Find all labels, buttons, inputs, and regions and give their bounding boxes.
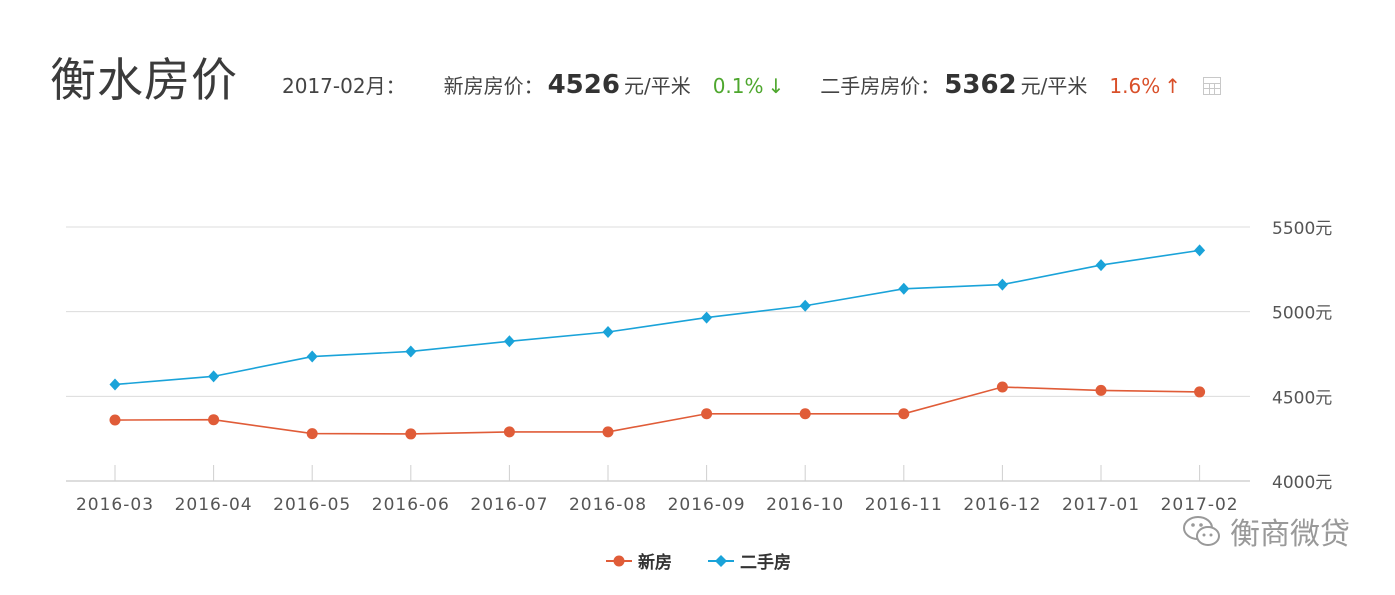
x-tick-label: 2017-01 [1062,495,1140,515]
watermark-text: 衡商微贷 [1230,517,1350,552]
header: 衡水房价 2017-02月： 新房房价： 4526 元/平米 0.1% ↓ 二手… [0,0,1395,130]
y-tick-label: 5500元 [1272,219,1332,239]
data-point[interactable] [503,335,515,348]
series-used [109,244,1206,391]
period-label: 2017-02月： [282,74,406,98]
data-point[interactable] [799,408,811,420]
x-tick-label: 2016-04 [175,495,253,515]
legend-label-used: 二手房 [739,553,791,573]
x-tick-label: 2016-09 [668,495,746,515]
calculator-icon[interactable] [1202,77,1221,95]
series-new [109,381,1206,440]
y-tick-label: 4000元 [1272,473,1332,493]
x-tick-label: 2016-06 [372,495,450,515]
series-line [114,386,1200,435]
series-line [114,249,1200,386]
data-point[interactable] [109,378,121,391]
used-price-value: 5362 [944,70,1017,100]
x-tick-label: 2016-05 [273,495,351,515]
diamond-marker-icon [707,554,734,567]
x-tick-label: 2016-07 [470,495,548,515]
x-tick-label: 2017-02 [1161,495,1239,515]
used-price-unit: 元/平米 [1020,74,1088,98]
legend-item-new[interactable]: 新房 [604,548,672,573]
data-point[interactable] [405,345,417,358]
data-point[interactable] [1095,384,1107,396]
x-tick-label: 2016-03 [76,495,154,515]
data-point[interactable] [1194,244,1206,257]
series-group [109,244,1206,440]
data-point[interactable] [701,408,713,420]
data-point[interactable] [208,370,220,383]
down-arrow-icon: ↓ [767,74,785,98]
data-point[interactable] [1194,386,1206,398]
data-point[interactable] [799,299,811,312]
x-axis: 2016-03 2016-04 2016-05 2016-06 2016-07 2016-… [76,465,1239,515]
x-tick-label: 2016-11 [865,495,943,515]
new-price-label: 新房房价： [443,74,544,98]
data-point[interactable] [996,381,1008,393]
data-point[interactable] [306,350,318,363]
wechat-icon [1183,516,1220,546]
data-point[interactable] [405,428,417,440]
y-tick-label: 4500元 [1272,388,1332,408]
data-point[interactable] [898,408,910,420]
data-point[interactable] [503,426,515,438]
circle-marker-icon [606,555,633,566]
data-point[interactable] [898,282,910,295]
x-tick-label: 2016-08 [569,495,647,515]
x-tick-label: 2016-12 [963,495,1041,515]
data-point[interactable] [602,325,614,338]
legend-label-new: 新房 [638,553,673,573]
gridlines [66,226,1250,482]
data-point[interactable] [306,428,318,440]
new-price-unit: 元/平米 [623,74,691,98]
legend-item-used[interactable]: 二手房 [706,548,791,573]
new-price-value: 4526 [547,70,620,100]
price-summary: 2017-02月： 新房房价： 4526 元/平米 0.1% ↓ 二手房房价： … [282,70,1221,110]
x-tick-label: 2016-10 [766,495,844,515]
new-price-change: 0.1% [712,74,764,98]
watermark: 衡商微贷 [1182,509,1350,553]
up-arrow-icon: ↑ [1164,74,1181,98]
y-axis: 4000元 4500元 5000元 5500元 [1272,219,1332,493]
data-point[interactable] [602,426,614,438]
data-point[interactable] [208,414,220,426]
data-point[interactable] [996,278,1008,291]
data-point[interactable] [701,311,713,324]
data-point[interactable] [1095,259,1107,272]
page-title: 衡水房价 [50,53,238,107]
legend: 新房 二手房 [0,548,1395,573]
used-price-label: 二手房房价： [820,74,941,98]
data-point[interactable] [109,414,121,426]
used-price-change: 1.6% [1109,74,1161,98]
y-tick-label: 5000元 [1272,304,1332,324]
